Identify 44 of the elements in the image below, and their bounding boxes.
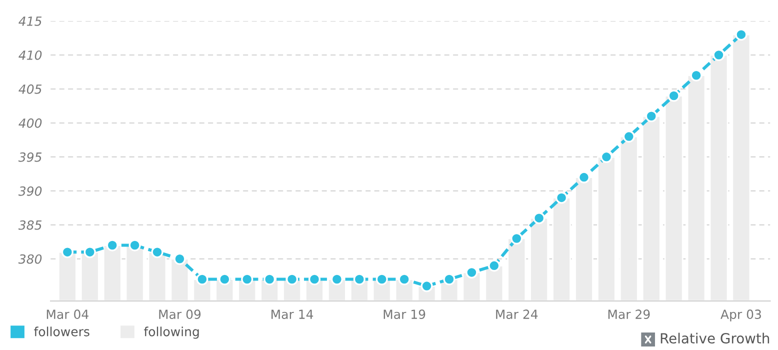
x-tick-label: Mar 24 [496, 310, 538, 320]
point [555, 192, 568, 204]
y-tick-label: 385 [18, 220, 42, 230]
point [353, 273, 366, 286]
point [622, 130, 635, 143]
point [84, 246, 96, 258]
point [286, 273, 298, 286]
y-tick-label: 395 [18, 152, 42, 162]
point [61, 246, 74, 258]
point [578, 171, 590, 184]
x-tick-label: Mar 09 [159, 310, 201, 320]
legend-label: following [144, 326, 199, 339]
y-tick-label: 400 [18, 118, 42, 128]
point [735, 28, 748, 41]
point [420, 280, 433, 292]
point [218, 273, 231, 286]
point [398, 273, 410, 286]
y-tick-label: 380 [18, 254, 42, 264]
point [196, 273, 208, 286]
point [510, 232, 523, 245]
point [241, 273, 254, 286]
text: Relative Growth [660, 332, 770, 344]
x-tick-label: Apr 03 [720, 310, 761, 322]
point [533, 212, 546, 224]
x-tick-label: Mar 04 [46, 310, 88, 320]
x-tick-label: Mar 14 [272, 310, 314, 320]
point [645, 110, 658, 122]
legend-label: followers [34, 326, 90, 336]
point [443, 273, 456, 286]
point [264, 273, 276, 286]
y-tick-label: 405 [18, 84, 42, 94]
y-tick-label: 390 [18, 186, 42, 196]
x-tick-label: Mar 19 [384, 310, 426, 320]
y-tick-label: 415 [18, 16, 42, 26]
y-tick-label: 410 [18, 50, 42, 60]
x-tick-label: Mar 29 [608, 310, 650, 320]
point [128, 239, 141, 252]
point [376, 273, 388, 286]
point [488, 260, 500, 272]
point [151, 246, 164, 258]
point [308, 273, 321, 286]
point [330, 273, 343, 286]
point [668, 90, 680, 102]
point [106, 239, 118, 252]
